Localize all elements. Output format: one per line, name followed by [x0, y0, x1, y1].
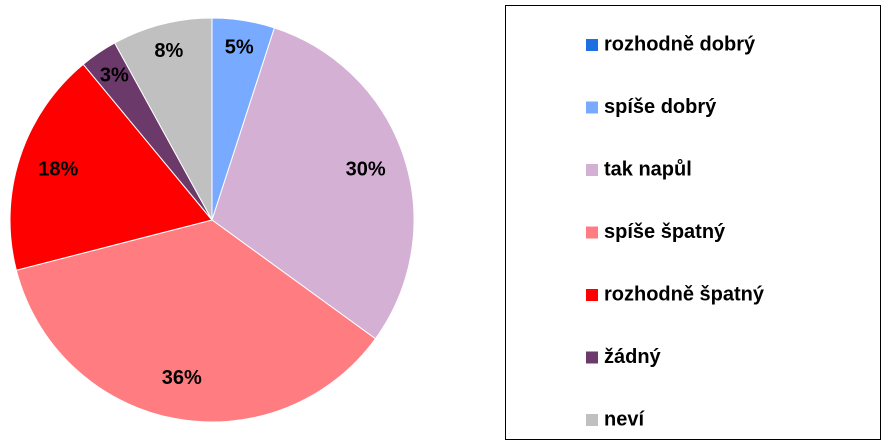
- legend-box: [505, 5, 881, 440]
- data-label: 8%: [154, 40, 183, 62]
- pie-slice: [211, 27, 415, 340]
- legend-swatch: [586, 351, 598, 364]
- data-label: 18%: [38, 158, 78, 180]
- data-label: 36%: [162, 367, 202, 389]
- legend-label: rozhodně dobrý: [604, 33, 756, 55]
- pie-slice: [114, 17, 213, 221]
- data-label: 5%: [225, 37, 254, 59]
- legend-swatch: [586, 414, 598, 426]
- data-label: 30%: [346, 158, 386, 180]
- legend-swatch: [586, 101, 598, 114]
- legend-label: rozhodně špatný: [604, 283, 765, 305]
- legend-swatch: [586, 289, 598, 301]
- legend-label: žádný: [604, 346, 662, 368]
- legend-label: neví: [604, 408, 645, 430]
- pie-slice: [15, 219, 377, 423]
- legend-swatch: [586, 39, 598, 51]
- data-label: 3%: [100, 65, 129, 87]
- pie-slice: [9, 63, 213, 271]
- legend-label: tak napůl: [604, 158, 692, 180]
- legend-label: spíše špatný: [604, 221, 726, 243]
- legend-swatch: [586, 226, 598, 239]
- legend-swatch: [586, 164, 598, 176]
- legend-label: spíše dobrý: [604, 96, 717, 118]
